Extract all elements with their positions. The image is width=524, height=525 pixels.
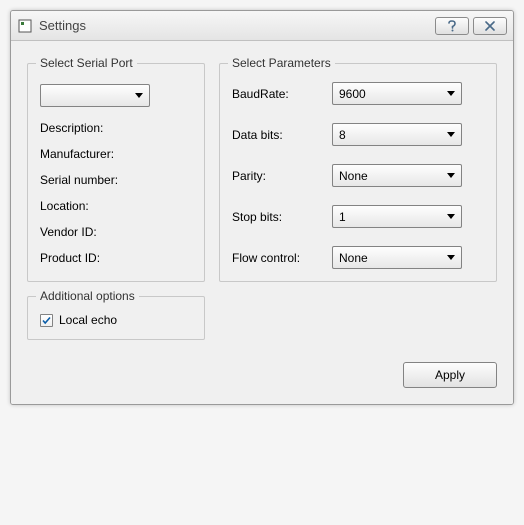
dialog-content: Select Serial Port Description: Manufact…: [11, 41, 513, 404]
product-id-label: Product ID:: [40, 251, 192, 265]
local-echo-label: Local echo: [59, 313, 117, 327]
vendor-id-label: Vendor ID:: [40, 225, 192, 239]
check-icon: [42, 316, 51, 325]
local-echo-checkbox[interactable]: [40, 314, 53, 327]
data-bits-value: 8: [339, 128, 443, 142]
parity-value: None: [339, 169, 443, 183]
chevron-down-icon: [447, 91, 455, 96]
data-bits-combo[interactable]: 8: [332, 123, 462, 146]
serial-port-group-title: Select Serial Port: [36, 56, 137, 70]
serial-number-label: Serial number:: [40, 173, 192, 187]
apply-button[interactable]: Apply: [403, 362, 497, 388]
baud-rate-label: BaudRate:: [232, 87, 326, 101]
parameters-group-title: Select Parameters: [228, 56, 335, 70]
location-label: Location:: [40, 199, 192, 213]
app-icon: [17, 18, 33, 34]
serial-port-group: Select Serial Port Description: Manufact…: [27, 63, 205, 282]
flow-control-value: None: [339, 251, 443, 265]
chevron-down-icon: [135, 93, 143, 98]
flow-control-combo[interactable]: None: [332, 246, 462, 269]
description-label: Description:: [40, 121, 192, 135]
baud-rate-value: 9600: [339, 87, 443, 101]
data-bits-label: Data bits:: [232, 128, 326, 142]
parity-combo[interactable]: None: [332, 164, 462, 187]
port-info-list: Description: Manufacturer: Serial number…: [40, 121, 192, 265]
parity-label: Parity:: [232, 169, 326, 183]
stop-bits-value: 1: [339, 210, 443, 224]
manufacturer-label: Manufacturer:: [40, 147, 192, 161]
chevron-down-icon: [447, 214, 455, 219]
apply-button-label: Apply: [435, 368, 465, 382]
titlebar: Settings: [11, 11, 513, 41]
flow-control-label: Flow control:: [232, 251, 326, 265]
baud-rate-combo[interactable]: 9600: [332, 82, 462, 105]
settings-window: Settings Select Serial Port Descrip: [10, 10, 514, 405]
chevron-down-icon: [447, 173, 455, 178]
help-button[interactable]: [435, 17, 469, 35]
parameters-group: Select Parameters BaudRate: 9600 Data bi…: [219, 63, 497, 282]
chevron-down-icon: [447, 132, 455, 137]
stop-bits-label: Stop bits:: [232, 210, 326, 224]
window-title: Settings: [39, 18, 431, 33]
stop-bits-combo[interactable]: 1: [332, 205, 462, 228]
close-button[interactable]: [473, 17, 507, 35]
additional-options-title: Additional options: [36, 289, 139, 303]
chevron-down-icon: [447, 255, 455, 260]
additional-options-group: Additional options Local echo: [27, 296, 205, 340]
serial-port-combo[interactable]: [40, 84, 150, 107]
